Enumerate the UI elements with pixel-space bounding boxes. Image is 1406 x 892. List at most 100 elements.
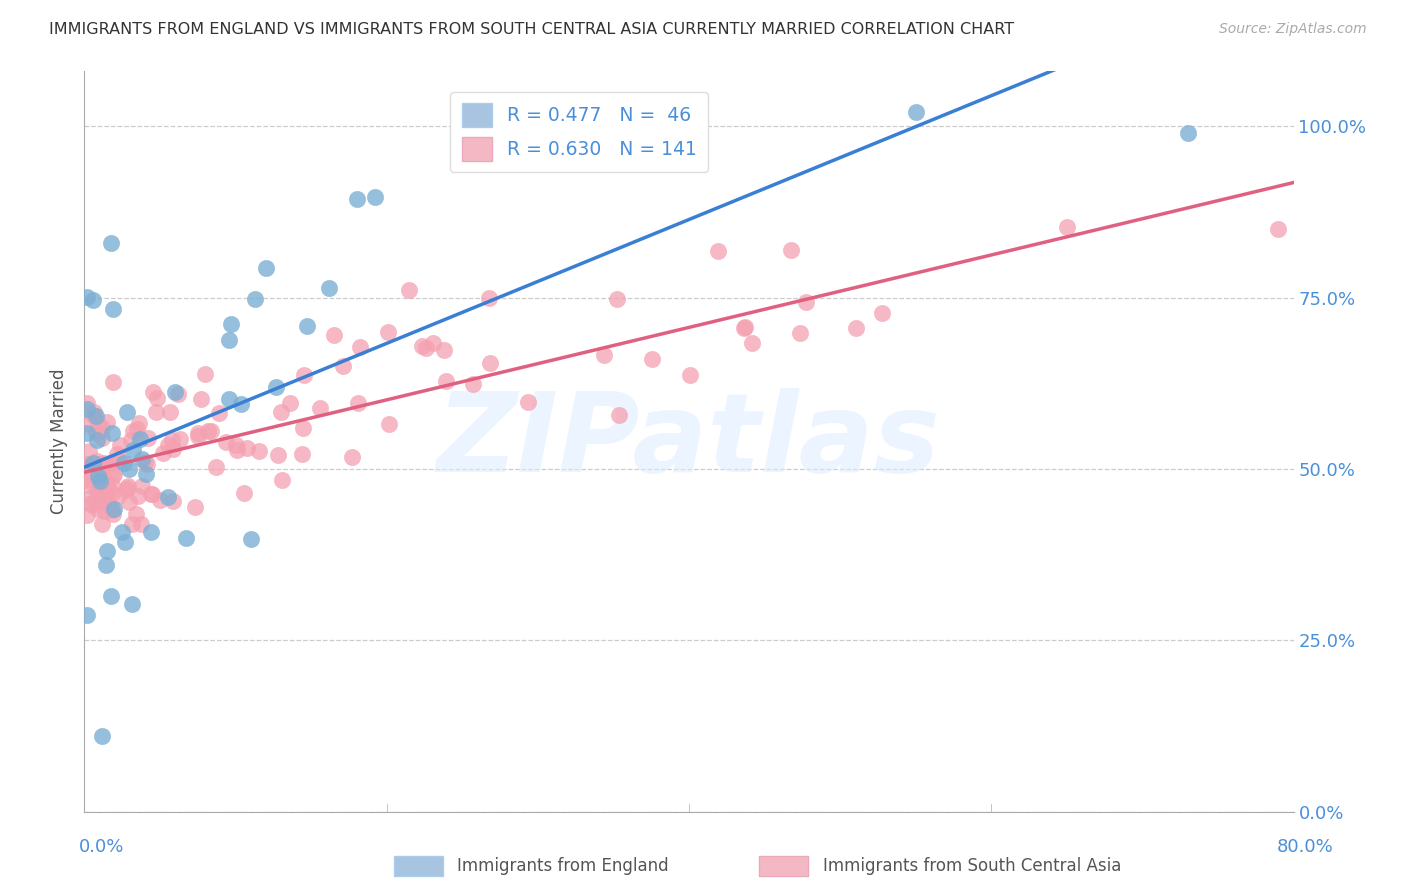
Point [87,502,110,516]
Point [76,470,98,484]
Point [129,516,152,531]
Point [127,489,149,503]
Point [517,395,540,409]
Point [364,190,387,204]
Point [101,302,124,317]
Point [89,474,111,488]
Point [292,368,315,382]
Point [226,442,249,457]
Point [904,105,927,120]
Point [145,405,167,419]
Point [270,405,292,419]
Point [86,434,108,448]
Text: Source: ZipAtlas.com: Source: ZipAtlas.com [1219,22,1367,37]
Point [128,416,150,430]
Point [87,484,110,499]
Text: IMMIGRANTS FROM ENGLAND VS IMMIGRANTS FROM SOUTH CENTRAL ASIA CURRENTLY MARRIED : IMMIGRANTS FROM ENGLAND VS IMMIGRANTS FR… [49,22,1014,37]
Point [76,425,98,440]
Point [378,417,401,431]
Point [90,431,112,445]
Point [398,283,420,297]
Point [114,535,136,549]
Point [101,426,124,441]
Point [107,452,129,467]
Point [190,392,212,407]
Point [141,524,163,539]
Point [120,433,142,447]
Point [157,438,180,452]
Point [347,396,370,410]
Point [870,306,893,320]
Point [225,438,247,452]
Point [741,336,763,351]
Point [194,367,217,381]
Point [707,244,730,258]
Point [105,447,128,461]
Point [86,416,108,430]
Point [239,533,262,547]
Point [605,292,627,306]
Y-axis label: Currently Married: Currently Married [49,368,67,515]
Point [91,729,114,743]
Point [141,487,163,501]
Point [121,597,143,611]
Point [160,434,183,448]
Point [205,460,228,475]
Point [131,479,153,493]
Point [165,385,187,400]
Point [97,482,120,496]
Point [415,342,437,356]
Text: ZIPatlas: ZIPatlas [437,388,941,495]
Point [93,457,115,471]
Point [734,320,756,334]
Point [87,468,110,483]
Point [122,442,145,457]
Point [377,326,399,340]
Point [291,447,314,461]
Point [76,460,98,475]
Point [100,486,122,500]
Point [76,289,98,303]
Point [89,458,111,472]
Point [411,339,433,353]
Legend: R = 0.477   N =  46, R = 0.630   N = 141: R = 0.477 N = 46, R = 0.630 N = 141 [450,92,707,172]
Point [478,291,501,305]
Point [125,507,148,521]
Point [243,292,266,306]
Point [84,425,107,440]
Point [463,377,485,392]
Point [112,456,135,470]
Point [236,441,259,455]
Point [208,405,231,419]
Point [96,544,118,558]
Point [82,408,104,422]
Point [679,368,702,383]
Point [794,294,817,309]
Point [103,467,125,481]
Point [169,432,191,446]
Point [77,417,100,432]
Point [174,531,197,545]
Point [167,386,190,401]
Point [346,192,368,206]
Point [593,348,616,362]
Point [90,421,112,435]
Point [91,516,114,531]
Point [780,243,803,257]
Point [84,460,107,475]
Point [157,490,180,504]
Point [247,444,270,458]
Point [111,524,134,539]
Point [214,435,236,450]
Point [76,457,98,471]
Point [789,326,811,340]
Point [332,359,354,373]
Point [323,327,346,342]
Point [96,415,118,429]
Point [115,483,138,498]
Point [76,607,98,622]
Point [82,498,104,512]
Point [121,516,143,531]
Point [90,490,112,504]
Point [80,491,103,505]
